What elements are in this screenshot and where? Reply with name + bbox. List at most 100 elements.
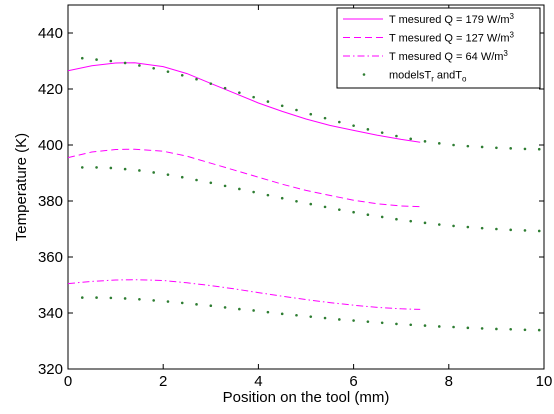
model-data-point	[380, 215, 384, 219]
x-tick-label: 10	[536, 373, 553, 390]
model-data-point	[166, 70, 170, 73]
legend-label-superscript: 3	[510, 12, 515, 21]
model-data-point	[123, 61, 127, 65]
model-data-point	[180, 73, 184, 77]
model-data-point	[423, 324, 427, 327]
model-data-point	[280, 104, 284, 108]
model-data-point	[523, 147, 527, 151]
model-data-point	[466, 225, 470, 229]
model-data-point	[466, 326, 470, 330]
legend-label-superscript: 3	[510, 31, 515, 40]
model-data-point	[395, 217, 398, 221]
model-data-point	[266, 310, 270, 314]
model-data-point	[152, 299, 155, 302]
model-data-point	[509, 228, 512, 232]
y-tick-label: 320	[38, 361, 63, 378]
model-data-point	[523, 328, 527, 332]
model-data-point	[195, 178, 198, 182]
model-data-point	[109, 59, 113, 63]
model-data-point	[80, 166, 84, 169]
model-data-point	[366, 320, 370, 323]
model-data-point	[352, 319, 355, 322]
model-data-point	[323, 205, 327, 209]
model-data-point	[138, 297, 141, 301]
model-data-point	[423, 140, 427, 143]
model-data-point	[338, 208, 341, 211]
model-data-point	[252, 95, 255, 99]
legend-label: T mesured Q = 179 W/m3	[389, 12, 515, 26]
model-data-point	[537, 328, 541, 332]
legend-label-text: andT	[434, 70, 462, 82]
model-data-point	[309, 112, 313, 116]
measured-series-line-3	[67, 279, 421, 310]
model-data-point	[395, 134, 398, 138]
model-data-point	[380, 131, 384, 134]
model-data-point	[80, 296, 84, 299]
model-data-point	[123, 167, 127, 171]
model-data-point	[166, 300, 170, 303]
legend-box	[336, 7, 541, 89]
model-dot-series	[80, 56, 541, 151]
model-data-point	[223, 306, 227, 309]
model-data-point	[452, 224, 455, 228]
model-data-point	[209, 181, 213, 185]
model-data-point	[238, 91, 241, 94]
model-data-point	[95, 296, 98, 299]
model-data-point	[295, 199, 298, 203]
model-data-point	[352, 124, 355, 127]
x-axis-label: Position on the tool (mm)	[223, 389, 390, 406]
model-data-point	[223, 86, 227, 90]
legend-label: T mesured Q = 127 W/m3	[389, 31, 515, 45]
y-tick-label: 400	[38, 137, 63, 154]
model-data-point	[352, 210, 355, 214]
model-data-point	[537, 229, 541, 233]
model-data-point	[366, 128, 370, 131]
model-data-point	[180, 301, 184, 305]
model-data-point	[323, 116, 327, 120]
legend-marker-dot	[362, 73, 366, 76]
model-data-point	[266, 100, 270, 103]
x-tick-label: 6	[349, 373, 357, 390]
model-dot-series	[80, 296, 541, 332]
model-data-point	[123, 297, 127, 300]
model-data-point	[152, 66, 155, 70]
model-data-point	[309, 315, 313, 318]
model-data-point	[366, 213, 370, 217]
model-data-point	[238, 307, 241, 311]
model-dot-series	[80, 166, 541, 233]
model-data-point	[252, 190, 255, 194]
model-data-point	[295, 108, 298, 112]
x-tick-label: 0	[64, 373, 72, 390]
model-data-point	[338, 318, 341, 321]
model-data-point	[238, 187, 241, 191]
model-data-point	[523, 229, 527, 232]
model-data-point	[223, 184, 227, 188]
model-data-point	[409, 137, 413, 141]
model-data-point	[109, 166, 113, 170]
model-data-point	[495, 146, 498, 150]
model-data-point	[480, 145, 484, 149]
model-data-point	[252, 309, 255, 312]
x-tick-label: 8	[445, 373, 453, 390]
model-data-point	[295, 313, 298, 317]
y-tick-label: 340	[38, 305, 63, 322]
model-data-point	[452, 325, 455, 329]
legend-label-subscript: o	[462, 75, 467, 84]
model-data-point	[466, 144, 470, 148]
model-data-point	[309, 202, 313, 206]
model-data-point	[138, 169, 141, 172]
model-data-point	[409, 219, 413, 223]
model-data-point	[280, 312, 284, 316]
y-tick-label: 440	[38, 25, 63, 42]
model-data-point	[509, 327, 512, 331]
model-data-point	[480, 327, 484, 330]
model-data-point	[338, 120, 341, 124]
model-data-point	[166, 173, 170, 176]
series-layer	[67, 56, 541, 332]
model-data-point	[138, 64, 141, 67]
model-data-point	[95, 58, 98, 61]
model-data-point	[480, 226, 484, 230]
legend-label-subscript: r	[431, 75, 434, 84]
model-data-point	[409, 323, 413, 327]
